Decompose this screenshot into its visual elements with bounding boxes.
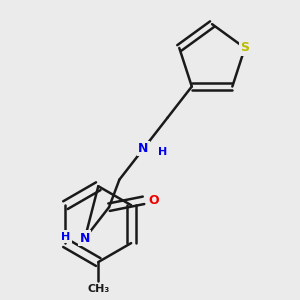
Text: N: N [80,232,90,245]
Text: CH₃: CH₃ [87,284,110,294]
Text: O: O [148,194,159,207]
Text: S: S [240,41,249,55]
Text: H: H [61,232,70,242]
Text: H: H [158,147,167,157]
Text: N: N [138,142,149,155]
